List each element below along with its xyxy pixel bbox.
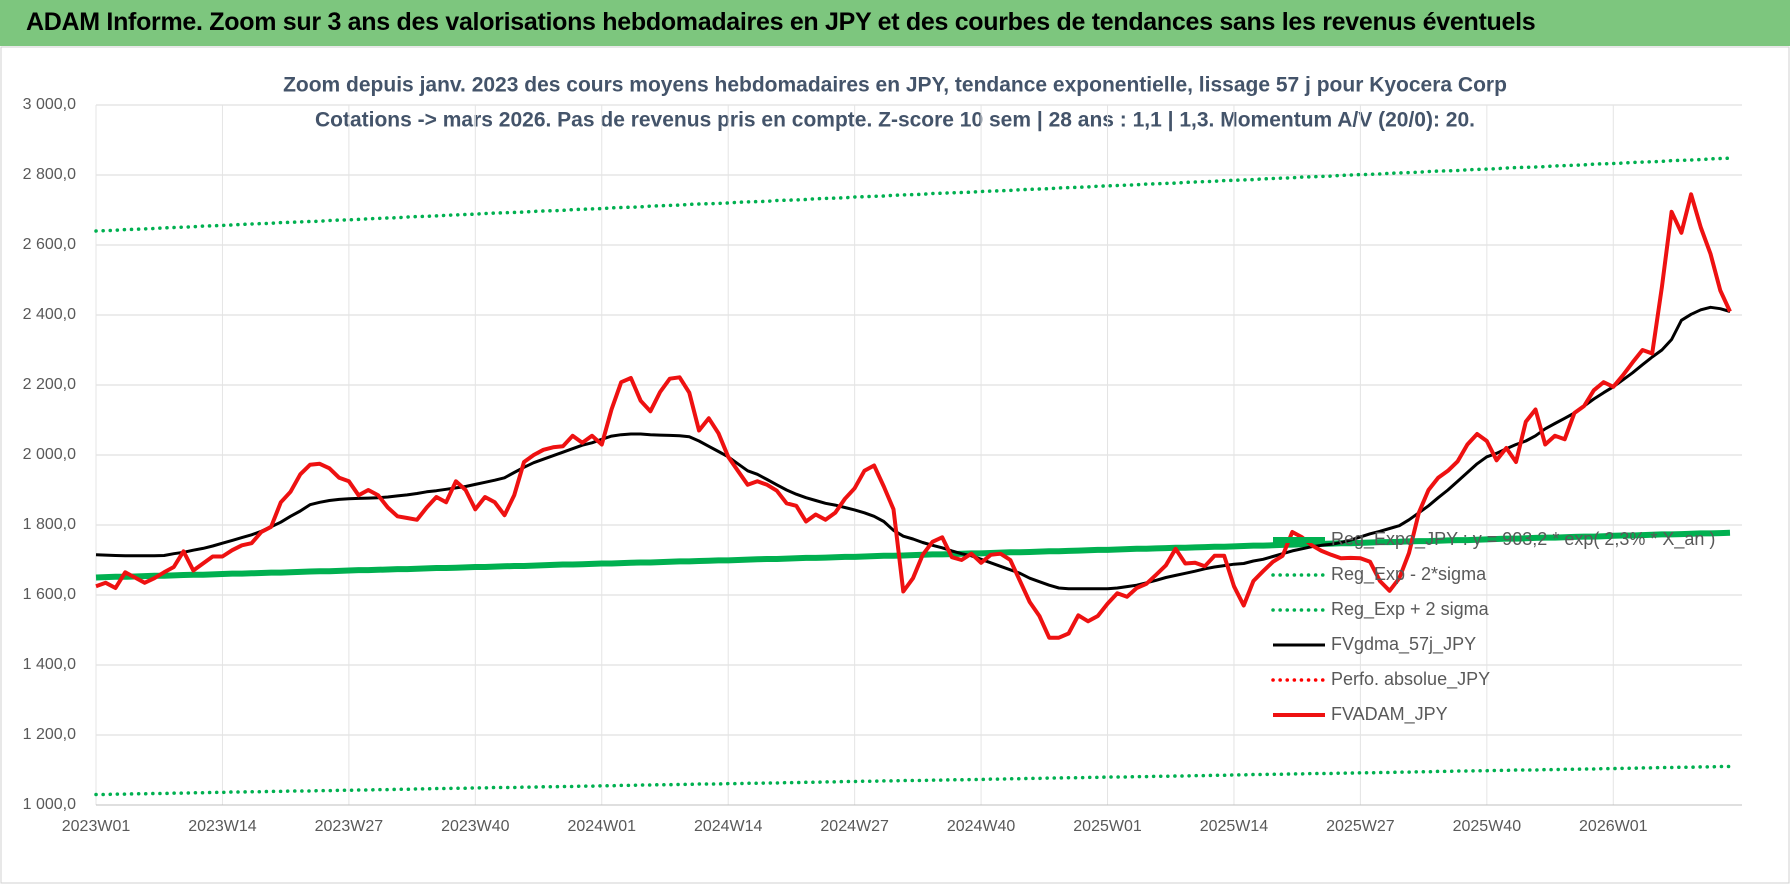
legend-label: Perfo. absolue_JPY (1331, 669, 1490, 690)
y-tick-label: 1 600,0 (23, 586, 76, 603)
x-tick-label: 2025W14 (1200, 818, 1269, 835)
chart-frame (0, 46, 1790, 884)
x-tick-label: 2023W27 (315, 818, 384, 835)
y-tick-label: 2 000,0 (23, 446, 76, 463)
chart: Zoom depuis janv. 2023 des cours moyens … (0, 46, 1790, 884)
legend-label: FVgdma_57j_JPY (1331, 634, 1476, 655)
x-tick-label: 2025W40 (1453, 818, 1522, 835)
x-tick-label: 2023W01 (62, 818, 131, 835)
y-tick-label: 1 000,0 (23, 796, 76, 813)
chart-title: Cotations -> mars 2026. Pas de revenus p… (315, 109, 1475, 132)
legend-label: FVADAM_JPY (1331, 704, 1448, 725)
series-line (94, 156, 1732, 233)
x-tick-label: 2024W14 (694, 818, 763, 835)
series-line (94, 764, 1732, 797)
series-line (95, 529, 1731, 581)
y-tick-label: 1 200,0 (23, 726, 76, 743)
legend-label: Reg_Expo_JPY : y = 903,2 * exp( 2,3% * X… (1331, 529, 1715, 550)
series-line (95, 305, 1731, 591)
header-bar: ADAM Informe. Zoom sur 3 ans des valoris… (0, 0, 1790, 46)
y-tick-label: 3 000,0 (23, 96, 76, 113)
x-tick-label: 2025W27 (1326, 818, 1395, 835)
legend-label: Reg_Exp + 2 sigma (1331, 599, 1490, 620)
x-tick-label: 2026W01 (1579, 818, 1648, 835)
chart-title: Zoom depuis janv. 2023 des cours moyens … (283, 74, 1507, 97)
legend-label: Reg_Exp - 2*sigma (1331, 564, 1487, 585)
y-tick-label: 2 400,0 (23, 306, 76, 323)
y-tick-label: 2 600,0 (23, 236, 76, 253)
x-tick-label: 2023W40 (441, 818, 510, 835)
y-tick-label: 1 800,0 (23, 516, 76, 533)
y-tick-label: 2 200,0 (23, 376, 76, 393)
x-tick-label: 2025W01 (1073, 818, 1142, 835)
x-tick-label: 2024W40 (947, 818, 1016, 835)
series-line (95, 192, 1732, 640)
y-tick-label: 1 400,0 (23, 656, 76, 673)
x-tick-label: 2023W14 (188, 818, 257, 835)
header-title: ADAM Informe. Zoom sur 3 ans des valoris… (26, 8, 1536, 36)
x-tick-label: 2024W01 (568, 818, 637, 835)
x-tick-label: 2024W27 (820, 818, 889, 835)
y-tick-label: 2 800,0 (23, 166, 76, 183)
